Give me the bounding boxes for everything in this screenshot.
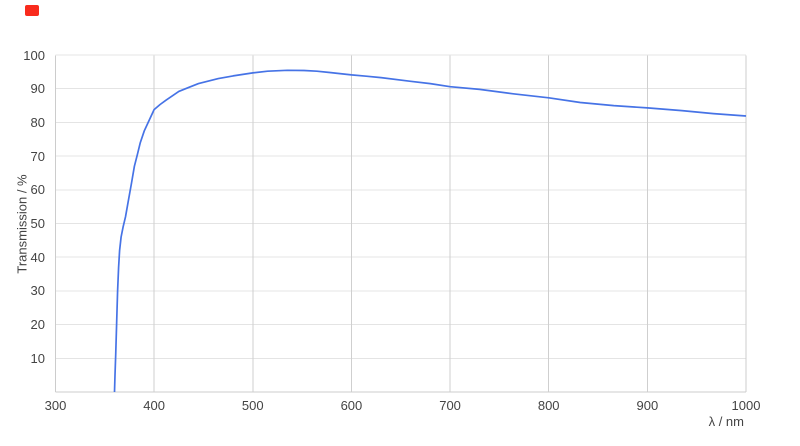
y-tick-label: 20 (30, 317, 45, 333)
y-tick-label: 40 (30, 249, 45, 265)
x-tick-label: 400 (143, 398, 165, 413)
series-line[interactable] (113, 69, 747, 393)
y-tick-label: 100 (23, 47, 45, 63)
x-tick-label: 1000 (731, 398, 761, 413)
y-tick-label: 60 (30, 182, 45, 198)
x-tick-label: 300 (44, 398, 67, 413)
red-marker (25, 5, 39, 16)
x-axis-title: λ / nm (708, 414, 744, 429)
y-tick-label: 10 (30, 350, 45, 366)
x-tick-label: 700 (439, 398, 461, 413)
x-tick-label: 800 (537, 398, 560, 413)
y-tick-label: 80 (30, 114, 45, 130)
y-tick-label: 70 (30, 148, 45, 164)
x-tick-label: 600 (340, 398, 363, 413)
x-tick-label: 500 (241, 398, 264, 413)
y-tick-label: 30 (30, 283, 45, 299)
y-axis-title: Transmission / % (14, 174, 30, 274)
x-tick-label: 900 (636, 398, 659, 413)
y-tick-label: 50 (30, 216, 45, 231)
y-tick-label: 90 (30, 81, 45, 97)
